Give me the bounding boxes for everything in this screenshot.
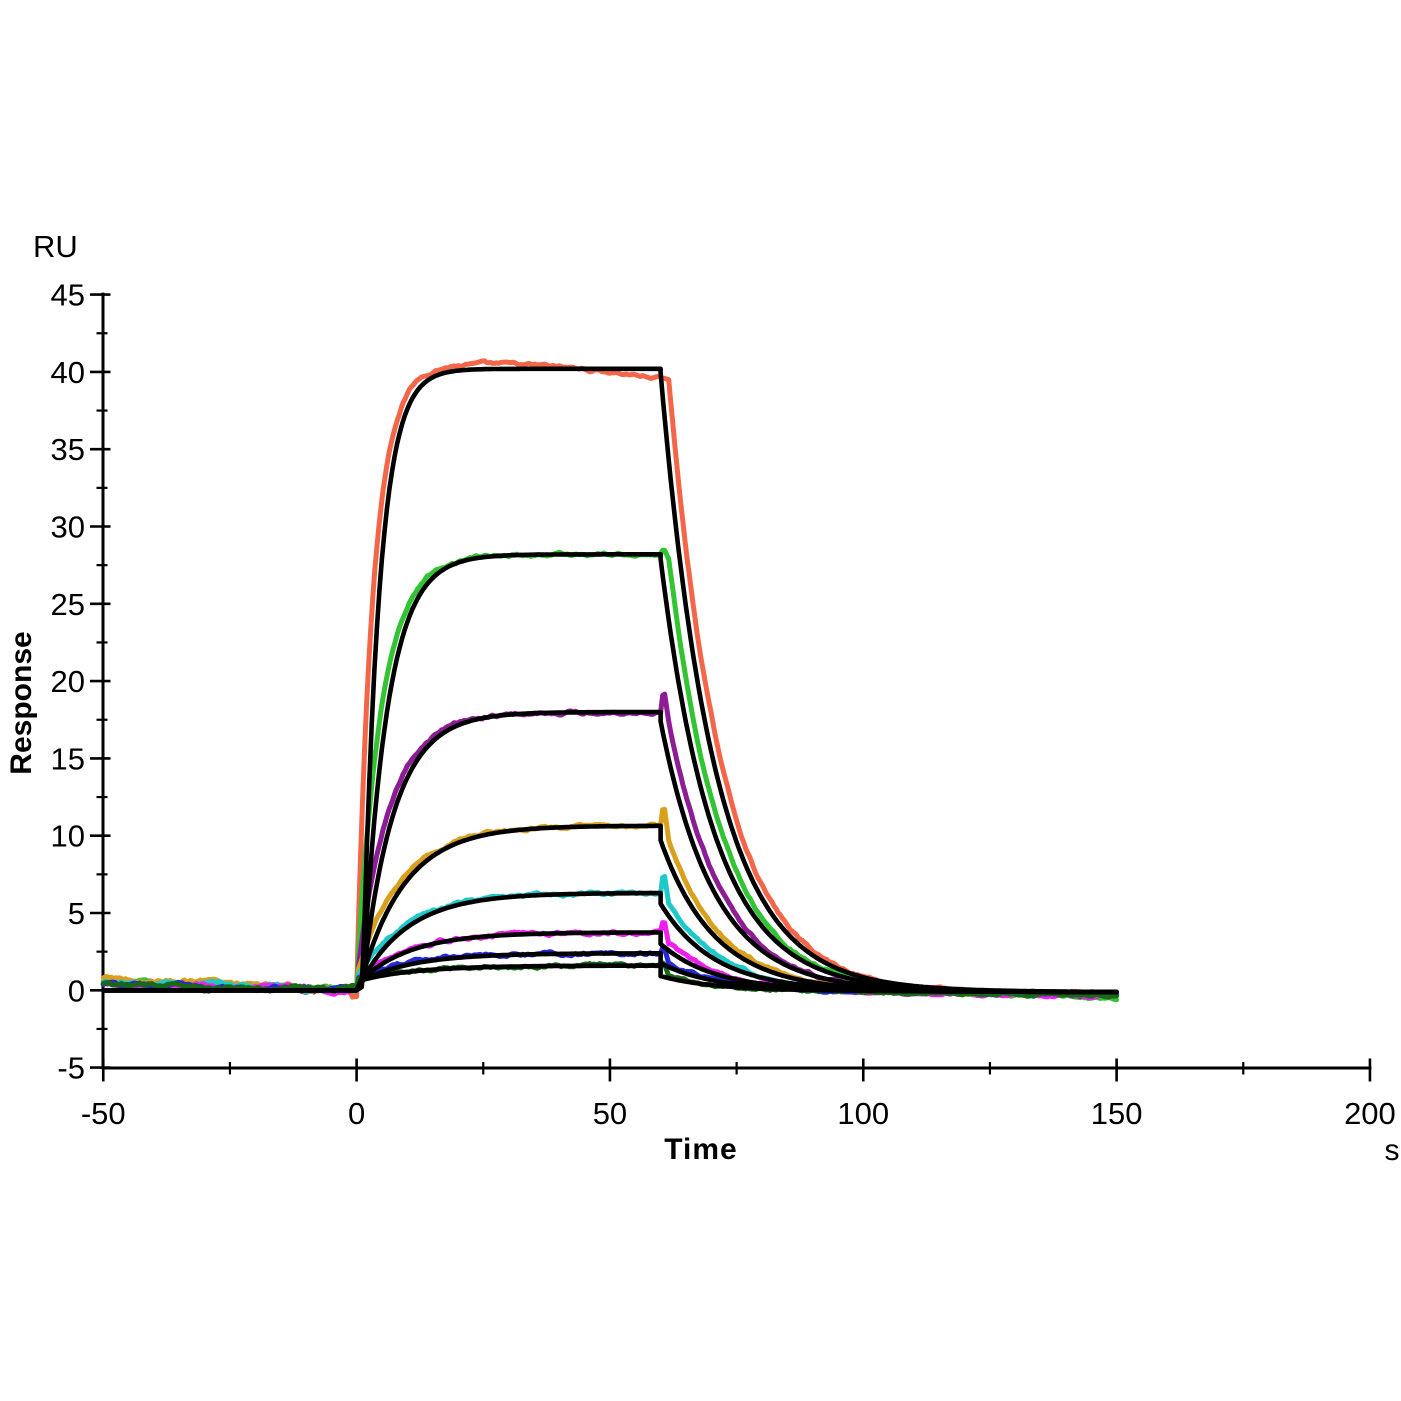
y-tick-label: 35: [51, 432, 85, 467]
y-tick-label: 5: [68, 896, 85, 931]
x-tick-label: -50: [81, 1096, 126, 1131]
y-tick-label: 25: [51, 587, 85, 622]
series-1-data-curve: [100, 358, 1120, 1000]
y-tick-label: 0: [68, 973, 85, 1008]
x-tick-label: 50: [593, 1096, 627, 1131]
series-8-fit-curve: [101, 963, 1119, 995]
x-tick-label: 150: [1091, 1096, 1143, 1131]
series-2-fit-curve: [101, 552, 1119, 995]
x-tick-label: 0: [348, 1096, 365, 1131]
y-tick-label: 45: [51, 278, 85, 313]
series-5-fit-curve: [101, 890, 1119, 995]
x-tick-label: 100: [837, 1096, 889, 1131]
series-3-fit-curve: [101, 709, 1119, 995]
x-unit-label: s: [1384, 1134, 1400, 1167]
x-axis-title: Time: [664, 1133, 738, 1166]
y-unit-label: RU: [33, 229, 78, 264]
y-tick-label: -5: [57, 1051, 85, 1086]
y-tick-label: 15: [51, 741, 85, 776]
y-tick-label: 20: [51, 664, 85, 699]
y-tick-label: 40: [51, 355, 85, 390]
y-axis-title: Response: [5, 631, 38, 775]
x-tick-label: 200: [1344, 1096, 1396, 1131]
y-tick-label: 10: [51, 819, 85, 854]
y-tick-label: 30: [51, 510, 85, 545]
series-1-fit-curve: [101, 366, 1119, 995]
